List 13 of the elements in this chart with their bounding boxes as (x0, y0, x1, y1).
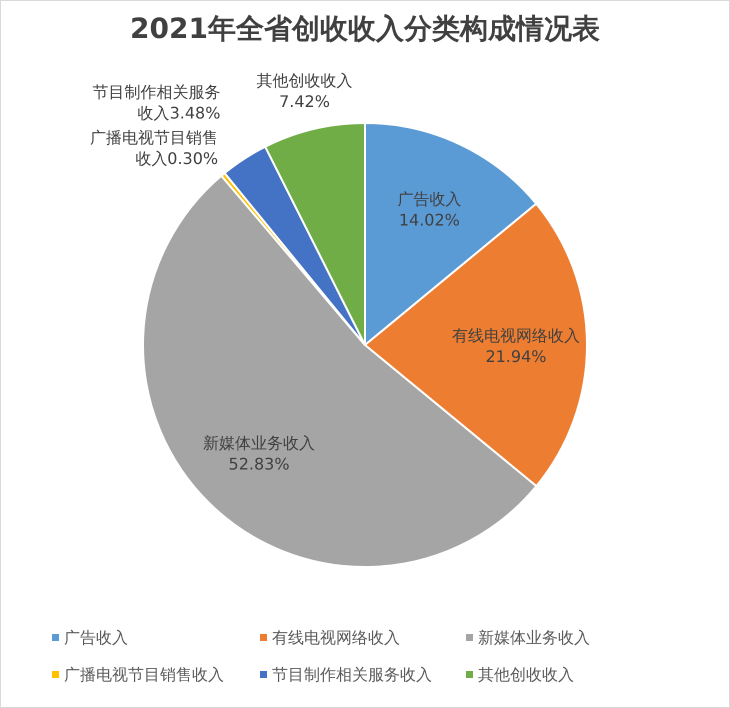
legend-label: 广播电视节目销售收入 (64, 665, 224, 684)
data-label: 新媒体业务收入52.83% (203, 434, 316, 474)
chart-title: 2021年全省创收收入分类构成情况表 (130, 12, 600, 45)
legend-label: 节目制作相关服务收入 (272, 665, 432, 684)
data-label: 广播电视节目销售收入0.30% (90, 128, 218, 168)
data-label: 有线电视网络收入21.94% (452, 326, 580, 366)
legend-label: 广告收入 (64, 628, 128, 647)
legend-label: 新媒体业务收入 (478, 628, 590, 647)
data-label: 其他创收收入7.42% (256, 71, 352, 112)
legend-label: 其他创收收入 (478, 665, 574, 684)
legend-label: 有线电视网络收入 (272, 628, 400, 647)
data-label: 节目制作相关服务收入3.48% (92, 82, 220, 122)
data-label: 广告收入14.02% (397, 189, 462, 230)
